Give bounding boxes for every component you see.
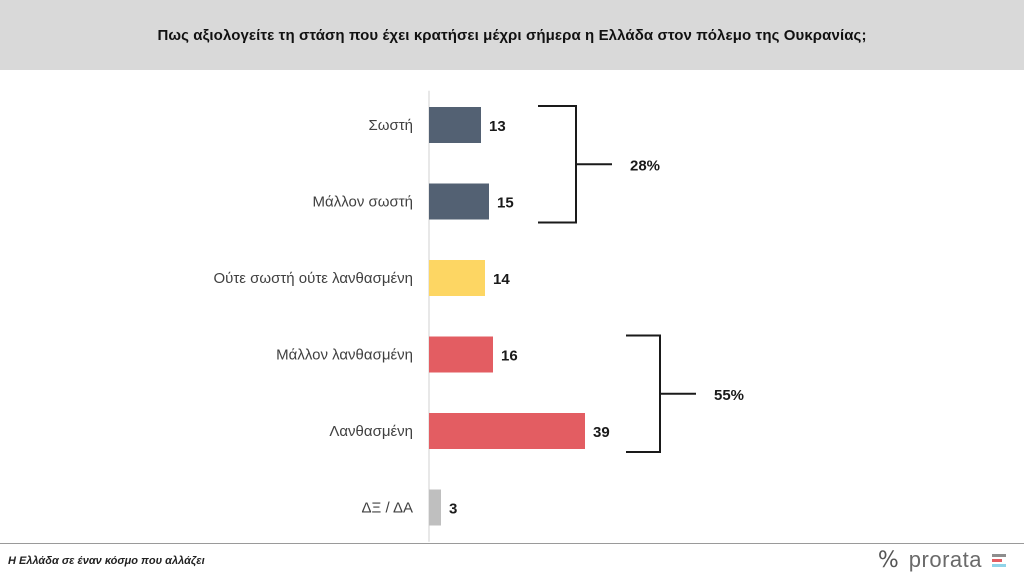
- logo-wordmark: prorata: [908, 547, 982, 572]
- category-label: Λανθασμένη: [329, 423, 413, 440]
- value-label: 13: [489, 118, 506, 135]
- bar: [429, 260, 485, 296]
- chart-header: Πως αξιολογείτε τη στάση που έχει κρατήσ…: [0, 0, 1024, 70]
- bar: [429, 107, 481, 143]
- footer-caption: Η Ελλάδα σε έναν κόσμο που αλλάζει: [8, 555, 205, 567]
- category-label: Σωστή: [368, 117, 413, 134]
- chart-title: Πως αξιολογείτε τη στάση που έχει κρατήσ…: [157, 26, 867, 44]
- bar: [429, 489, 441, 526]
- group-bracket: [538, 105, 612, 224]
- category-label: ΔΞ / ΔΑ: [362, 500, 413, 517]
- value-label: 15: [497, 195, 514, 212]
- bar: [429, 413, 585, 449]
- bar-chart-svg: Σωστή 13 Μάλλον σωστή 15 Ούτε σωστή ούτε λαν…: [213, 90, 744, 542]
- group-bracket: [626, 334, 696, 453]
- footer-divider: [0, 543, 1024, 544]
- bar-chart: Σωστή 13 Μάλλον σωστή 15 Ούτε σωστή ούτε λαν…: [0, 70, 1024, 542]
- bar: [429, 183, 489, 220]
- category-label: Μάλλον λανθασμένη: [276, 347, 413, 364]
- percent-icon: %: [877, 547, 899, 573]
- category-label: Ούτε σωστή ούτε λανθασμένη: [213, 270, 413, 287]
- value-label: 3: [449, 501, 457, 518]
- group-total-label: 28%: [630, 157, 660, 174]
- prorata-logo: % prorata: [878, 546, 1006, 574]
- logo-bars-icon: [992, 553, 1006, 567]
- bar: [429, 336, 493, 373]
- category-label: Μάλλον σωστή: [313, 194, 413, 211]
- value-label: 39: [593, 424, 610, 441]
- group-total-label: 55%: [714, 387, 744, 404]
- value-label: 14: [493, 271, 510, 288]
- value-label: 16: [501, 348, 518, 365]
